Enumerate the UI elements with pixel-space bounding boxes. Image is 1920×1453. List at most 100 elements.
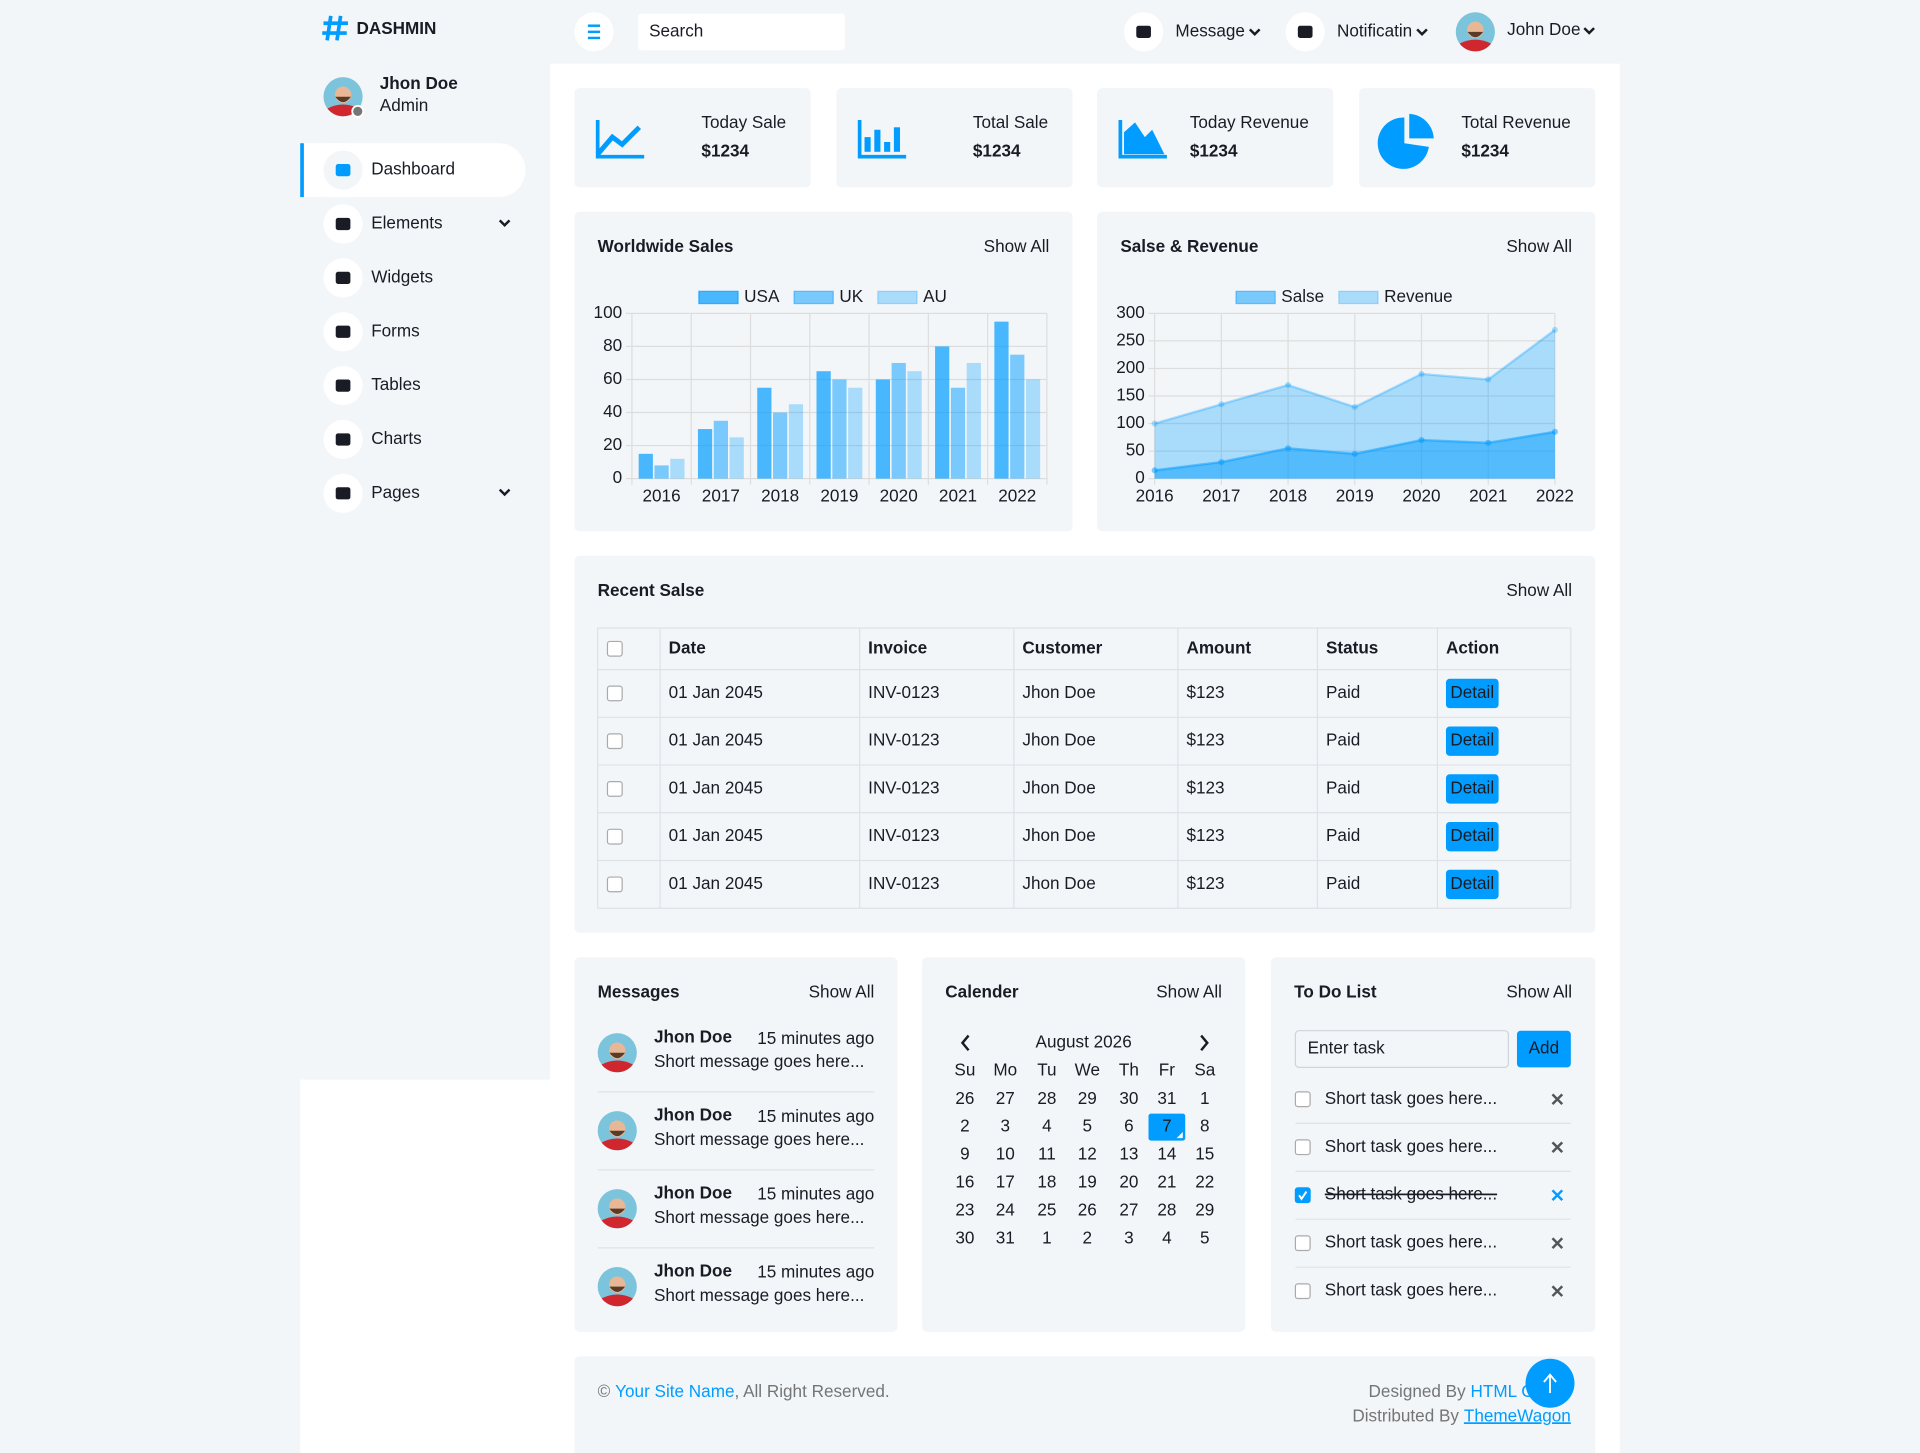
nav-label[interactable]: Widgets: [371, 266, 433, 286]
checkbox[interactable]: [1294, 1187, 1311, 1204]
detail-button[interactable]: [1445, 678, 1499, 709]
task-input[interactable]: [1294, 1030, 1510, 1069]
checkbox[interactable]: [606, 640, 623, 657]
calendar-next[interactable]: [1200, 1034, 1209, 1052]
calendar-day[interactable]: 15: [1195, 1144, 1214, 1164]
calendar-day[interactable]: 8: [1200, 1116, 1210, 1136]
topbar-menu[interactable]: Notificatin: [1337, 20, 1412, 40]
calendar-day[interactable]: 7: [1162, 1116, 1172, 1136]
checkbox[interactable]: [1294, 1235, 1311, 1252]
calendar-day[interactable]: 31: [1157, 1088, 1176, 1108]
calendar-day[interactable]: 11: [1038, 1144, 1056, 1164]
delete-icon[interactable]: [1551, 1141, 1564, 1153]
add-button-label[interactable]: Add: [1529, 1038, 1559, 1058]
delete-icon[interactable]: [1551, 1189, 1564, 1201]
detail-button[interactable]: [1445, 869, 1499, 900]
show-all-link[interactable]: Show All: [1506, 580, 1572, 600]
calendar-day[interactable]: 19: [1078, 1171, 1097, 1191]
calendar-day[interactable]: 30: [1119, 1088, 1138, 1108]
checkbox[interactable]: [606, 685, 623, 702]
show-all-link[interactable]: Show All: [1156, 981, 1222, 1001]
distributor-link[interactable]: ThemeWagon: [1464, 1405, 1571, 1425]
detail-button-label[interactable]: Detail: [1450, 730, 1494, 750]
calendar-day[interactable]: 24: [996, 1199, 1016, 1219]
show-all-link[interactable]: Show All: [984, 236, 1050, 256]
detail-button[interactable]: [1445, 821, 1499, 852]
calendar-day[interactable]: 20: [1119, 1171, 1138, 1191]
detail-button[interactable]: [1445, 774, 1499, 804]
calendar-day[interactable]: 23: [955, 1199, 974, 1219]
calendar-day[interactable]: 4: [1162, 1227, 1172, 1247]
delete-icon[interactable]: [1551, 1237, 1564, 1249]
calendar-day[interactable]: 14: [1157, 1144, 1177, 1164]
calendar-day[interactable]: 2: [1083, 1227, 1093, 1247]
calendar-day[interactable]: 16: [955, 1171, 974, 1191]
show-all-link[interactable]: Show All: [809, 981, 875, 1001]
show-all-link[interactable]: Show All: [1506, 981, 1572, 1001]
calendar-day[interactable]: 4: [1042, 1116, 1052, 1136]
checkbox[interactable]: [1294, 1091, 1311, 1108]
nav-icon: [335, 325, 351, 338]
detail-button[interactable]: [1445, 726, 1499, 756]
calendar-day[interactable]: 28: [1157, 1199, 1176, 1219]
checkbox[interactable]: [606, 876, 623, 893]
detail-button-label[interactable]: Detail: [1450, 682, 1494, 702]
detail-button-label[interactable]: Detail: [1450, 873, 1494, 893]
delete-icon[interactable]: [1551, 1093, 1564, 1105]
checkbox[interactable]: [606, 828, 623, 845]
calendar-day[interactable]: 2: [960, 1116, 970, 1136]
nav-label[interactable]: Pages: [371, 482, 420, 502]
calendar-day[interactable]: 10: [996, 1144, 1015, 1164]
calendar-day[interactable]: 12: [1078, 1144, 1097, 1164]
calendar-day[interactable]: 26: [1078, 1199, 1097, 1219]
checkbox[interactable]: [606, 733, 623, 750]
legend-label[interactable]: AU: [923, 286, 947, 306]
calendar-day[interactable]: 18: [1037, 1171, 1056, 1191]
calendar-day[interactable]: 9: [960, 1144, 970, 1164]
calendar-day[interactable]: 1: [1042, 1227, 1052, 1247]
calendar-day[interactable]: 6: [1124, 1116, 1134, 1136]
calendar-day[interactable]: 29: [1078, 1088, 1097, 1108]
calendar-day[interactable]: 27: [1119, 1199, 1138, 1219]
nav-label[interactable]: Forms: [371, 320, 420, 340]
legend-label[interactable]: UK: [839, 286, 863, 306]
calendar-day[interactable]: 5: [1200, 1227, 1210, 1247]
calendar-day[interactable]: 26: [955, 1088, 974, 1108]
calendar-prev[interactable]: [960, 1034, 970, 1052]
show-all-link[interactable]: Show All: [1506, 236, 1572, 256]
calendar-day[interactable]: 3: [1124, 1227, 1134, 1247]
add-button[interactable]: [1516, 1030, 1571, 1068]
checkbox[interactable]: [606, 780, 623, 797]
nav-label[interactable]: Dashboard: [371, 159, 455, 179]
checkbox[interactable]: [1294, 1139, 1311, 1156]
nav-label[interactable]: Tables: [371, 374, 421, 394]
site-name-link[interactable]: Your Site Name: [615, 1380, 734, 1400]
calendar-day[interactable]: 21: [1157, 1171, 1176, 1191]
calendar-day[interactable]: 22: [1195, 1171, 1214, 1191]
legend: USA UK AU: [698, 286, 947, 306]
legend-label[interactable]: Revenue: [1384, 286, 1453, 306]
legend-label[interactable]: Salse: [1281, 286, 1324, 306]
calendar-day[interactable]: 1: [1200, 1088, 1210, 1108]
nav-label[interactable]: Charts: [371, 428, 421, 448]
detail-button-label[interactable]: Detail: [1450, 777, 1494, 797]
calendar-day[interactable]: 29: [1195, 1199, 1214, 1219]
calendar-day[interactable]: 31: [996, 1227, 1015, 1247]
calendar-day[interactable]: 25: [1037, 1199, 1056, 1219]
calendar-day[interactable]: 13: [1119, 1144, 1138, 1164]
topbar-user[interactable]: John Doe: [1507, 19, 1580, 39]
point: [1151, 467, 1158, 474]
nav-label[interactable]: Elements: [371, 213, 442, 233]
calendar-day[interactable]: 17: [996, 1171, 1015, 1191]
calendar-day[interactable]: 3: [1001, 1116, 1011, 1136]
detail-button-label[interactable]: Detail: [1450, 825, 1494, 845]
delete-icon[interactable]: [1551, 1285, 1564, 1297]
topbar-menu[interactable]: Message: [1175, 20, 1245, 40]
search-box[interactable]: [638, 13, 845, 51]
calendar-day[interactable]: 27: [996, 1088, 1015, 1108]
calendar-day[interactable]: 28: [1037, 1088, 1056, 1108]
calendar-day[interactable]: 5: [1083, 1116, 1093, 1136]
calendar-day[interactable]: 30: [955, 1227, 974, 1247]
legend-label[interactable]: USA: [744, 286, 780, 306]
checkbox[interactable]: [1294, 1283, 1311, 1300]
